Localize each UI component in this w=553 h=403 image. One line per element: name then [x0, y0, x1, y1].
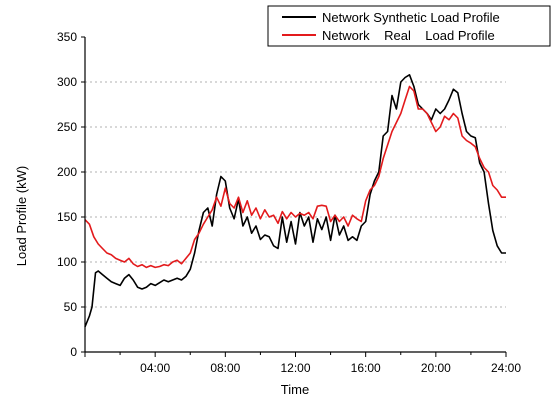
y-tick-label: 150: [57, 210, 77, 224]
y-tick-label: 0: [70, 345, 77, 359]
y-tick-label: 50: [64, 300, 78, 314]
y-tick-label: 300: [57, 75, 77, 89]
series-line-synthetic: [84, 74, 506, 328]
y-tick-label: 200: [57, 165, 77, 179]
grid-lines: [85, 81, 506, 308]
legend-box: [267, 5, 551, 47]
legend-label-real: Network Real Load Profile: [322, 28, 495, 43]
x-tick-labels: 04:00 08:00 12:00 16:00 20:00 24:00: [140, 361, 521, 375]
series-line-real: [84, 85, 506, 269]
y-tick-label: 250: [57, 120, 77, 134]
data-lines: [84, 74, 506, 328]
y-tick-label: 350: [57, 30, 77, 44]
x-tick-label: 08:00: [210, 361, 240, 375]
x-tick-label: 04:00: [140, 361, 170, 375]
axes: [81, 36, 507, 357]
legend: Network Synthetic Load Profile Network R…: [267, 5, 551, 47]
y-axis-title: Load Profile (kW): [14, 166, 29, 266]
x-tick-label: 12:00: [280, 361, 310, 375]
y-tick-labels: 0 50 100 150 200 250 300 350: [57, 30, 77, 359]
x-tick-label: 24:00: [491, 361, 521, 375]
y-tick-label: 100: [57, 255, 77, 269]
x-tick-label: 20:00: [421, 361, 451, 375]
x-tick-label: 16:00: [351, 361, 381, 375]
x-axis-title: Time: [281, 382, 309, 397]
legend-label-synthetic: Network Synthetic Load Profile: [322, 10, 500, 25]
